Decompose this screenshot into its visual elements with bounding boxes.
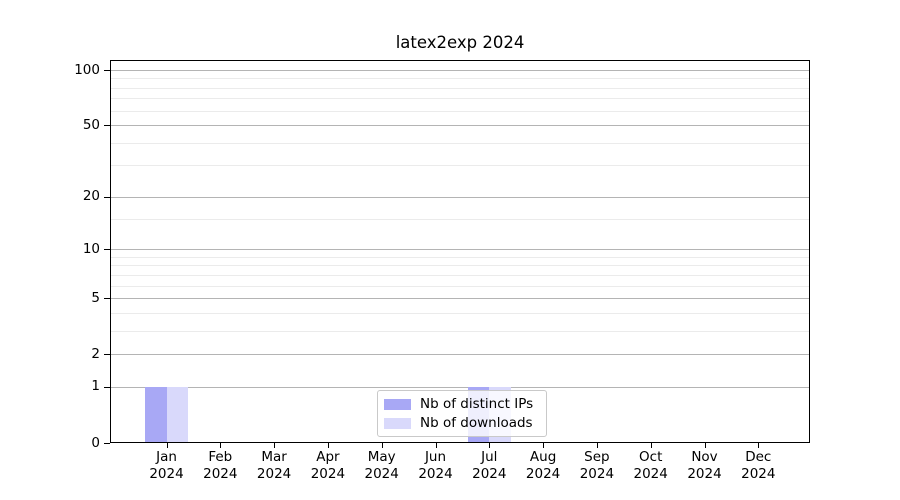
- x-tick-month: Jun: [424, 449, 447, 465]
- minor-gridline: [111, 312, 809, 314]
- major-gridline: [111, 298, 809, 300]
- x-tick-month: Nov: [691, 449, 718, 465]
- x-tick-label: Apr 2024: [300, 449, 356, 483]
- minor-gridline: [111, 218, 809, 220]
- x-tick-year: 2024: [364, 466, 399, 482]
- x-tick-label: Aug 2024: [515, 449, 571, 483]
- x-tick-month: May: [367, 449, 396, 465]
- y-tick-label: 100: [74, 61, 100, 78]
- legend-swatch-downloads-icon: [384, 417, 411, 429]
- x-tick-mark: [274, 443, 276, 448]
- x-tick-mark: [650, 443, 652, 448]
- y-tick-mark: [104, 443, 110, 444]
- x-tick-label: Nov 2024: [677, 449, 733, 483]
- minor-gridline: [111, 110, 809, 112]
- x-tick-month: Aug: [529, 449, 557, 465]
- x-tick-mark: [596, 443, 598, 448]
- x-tick-month: Apr: [316, 449, 340, 465]
- x-tick-label: May 2024: [354, 449, 410, 483]
- minor-gridline: [111, 142, 809, 144]
- x-tick-mark: [543, 443, 545, 448]
- x-tick-month: Dec: [745, 449, 772, 465]
- y-tick-mark: [104, 125, 110, 127]
- minor-gridline: [111, 165, 809, 167]
- x-tick-year: 2024: [525, 466, 561, 482]
- x-tick-label: Jan 2024: [139, 449, 195, 483]
- y-tick-mark: [104, 196, 110, 198]
- x-tick-mark: [704, 443, 706, 448]
- x-tick-mark: [489, 443, 491, 448]
- major-gridline: [111, 249, 809, 251]
- bar-jan-distinct-ips: [145, 386, 167, 442]
- x-tick-label: Oct 2024: [623, 449, 679, 483]
- x-tick-mark: [220, 443, 222, 448]
- legend: Nb of distinct IPs Nb of downloads: [377, 390, 547, 437]
- x-tick-mark: [166, 443, 168, 448]
- major-gridline: [111, 70, 809, 71]
- x-tick-year: 2024: [687, 466, 722, 482]
- x-tick-label: Mar 2024: [246, 449, 302, 483]
- y-tick-label: 0: [91, 434, 100, 451]
- y-tick-label: 20: [82, 188, 100, 205]
- y-tick-mark: [104, 249, 110, 251]
- x-tick-year: 2024: [633, 466, 668, 482]
- x-tick-year: 2024: [418, 466, 453, 482]
- legend-swatch-distinct-ips-icon: [384, 398, 411, 410]
- y-tick-label: 1: [91, 378, 100, 395]
- chart-title: latex2exp 2024: [395, 33, 525, 52]
- x-tick-mark: [435, 443, 437, 448]
- plot-area: [110, 60, 810, 443]
- major-gridline: [111, 354, 809, 356]
- x-tick-month: Jan: [156, 449, 177, 465]
- minor-gridline: [111, 285, 809, 287]
- y-tick-label: 5: [91, 289, 100, 306]
- y-tick-mark: [104, 386, 110, 388]
- x-tick-mark: [327, 443, 329, 448]
- minor-gridline: [111, 256, 809, 258]
- x-tick-year: 2024: [310, 466, 346, 482]
- major-gridline: [111, 125, 809, 127]
- major-gridline: [111, 196, 809, 198]
- x-tick-label: Jun 2024: [408, 449, 464, 483]
- y-tick-label: 50: [82, 116, 100, 133]
- x-tick-label: Dec 2024: [730, 449, 786, 483]
- x-tick-year: 2024: [256, 466, 292, 482]
- y-tick-label: 2: [91, 345, 100, 362]
- bar-jan-downloads: [166, 386, 188, 442]
- x-tick-month: Mar: [261, 449, 287, 465]
- legend-label-downloads: Nb of downloads: [420, 415, 533, 431]
- x-tick-month: Jul: [481, 449, 498, 465]
- x-tick-mark: [381, 443, 383, 448]
- x-tick-year: 2024: [579, 466, 615, 482]
- x-tick-month: Oct: [639, 449, 663, 465]
- x-tick-year: 2024: [741, 466, 776, 482]
- x-tick-label: Jul 2024: [461, 449, 517, 483]
- x-tick-mark: [758, 443, 760, 448]
- x-tick-year: 2024: [149, 466, 184, 482]
- legend-item-distinct-ips: Nb of distinct IPs: [384, 396, 540, 412]
- x-tick-year: 2024: [472, 466, 507, 482]
- minor-gridline: [111, 265, 809, 267]
- x-tick-label: Sep 2024: [569, 449, 625, 483]
- minor-gridline: [111, 78, 809, 80]
- x-tick-month: Sep: [584, 449, 610, 465]
- minor-gridline: [111, 98, 809, 100]
- major-gridline: [111, 386, 809, 388]
- legend-label-distinct-ips: Nb of distinct IPs: [420, 396, 534, 412]
- x-tick-year: 2024: [203, 466, 238, 482]
- minor-gridline: [111, 87, 809, 89]
- minor-gridline: [111, 330, 809, 332]
- x-tick-label: Feb 2024: [192, 449, 248, 483]
- minor-gridline: [111, 274, 809, 276]
- legend-item-downloads: Nb of downloads: [384, 415, 540, 431]
- y-tick-label: 10: [82, 240, 100, 257]
- x-tick-month: Feb: [208, 449, 233, 465]
- y-tick-mark: [104, 298, 110, 300]
- y-tick-mark: [104, 354, 110, 356]
- y-tick-mark: [104, 70, 110, 71]
